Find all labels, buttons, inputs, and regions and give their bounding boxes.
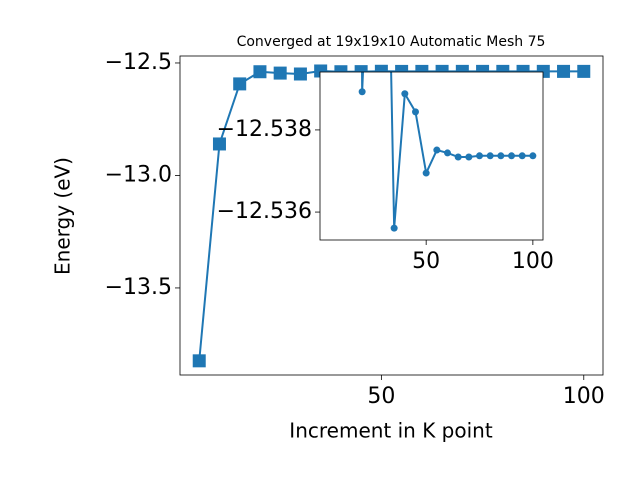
marker xyxy=(454,153,462,161)
marker xyxy=(390,224,398,232)
marker xyxy=(486,152,494,160)
marker xyxy=(518,152,526,160)
y-axis-label: Energy (eV) xyxy=(51,157,75,275)
y-tick-label: −12.538 xyxy=(217,117,312,142)
marker xyxy=(465,153,473,161)
marker xyxy=(529,152,537,160)
marker xyxy=(497,152,505,160)
marker xyxy=(411,108,419,116)
marker xyxy=(192,354,206,368)
marker xyxy=(273,66,287,80)
marker xyxy=(253,65,267,79)
plot-content xyxy=(192,64,591,368)
marker xyxy=(577,64,591,78)
marker xyxy=(401,90,409,98)
marker xyxy=(508,152,516,160)
axes-frame xyxy=(319,71,544,241)
x-tick-label: 100 xyxy=(563,384,605,409)
marker xyxy=(476,152,484,160)
axes-frame xyxy=(179,55,604,376)
y-tick-label: −13.0 xyxy=(105,162,172,187)
chart-title: Converged at 19x19x10 Automatic Mesh 75 xyxy=(237,34,546,50)
y-tick-label: −12.5 xyxy=(105,50,172,75)
marker xyxy=(212,137,226,151)
marker xyxy=(358,88,366,96)
marker xyxy=(422,169,430,177)
marker xyxy=(233,77,247,91)
marker xyxy=(433,146,441,154)
marker xyxy=(557,64,571,78)
x-axis-label: Increment in K point xyxy=(289,419,493,443)
x-tick-label: 50 xyxy=(367,384,395,409)
x-tick-label: 100 xyxy=(512,249,554,274)
marker xyxy=(444,149,452,157)
plot-content xyxy=(358,72,537,232)
y-tick-label: −13.5 xyxy=(105,275,172,300)
x-tick-label: 50 xyxy=(412,249,440,274)
marker xyxy=(293,67,307,81)
y-tick-label: −12.536 xyxy=(217,199,312,224)
